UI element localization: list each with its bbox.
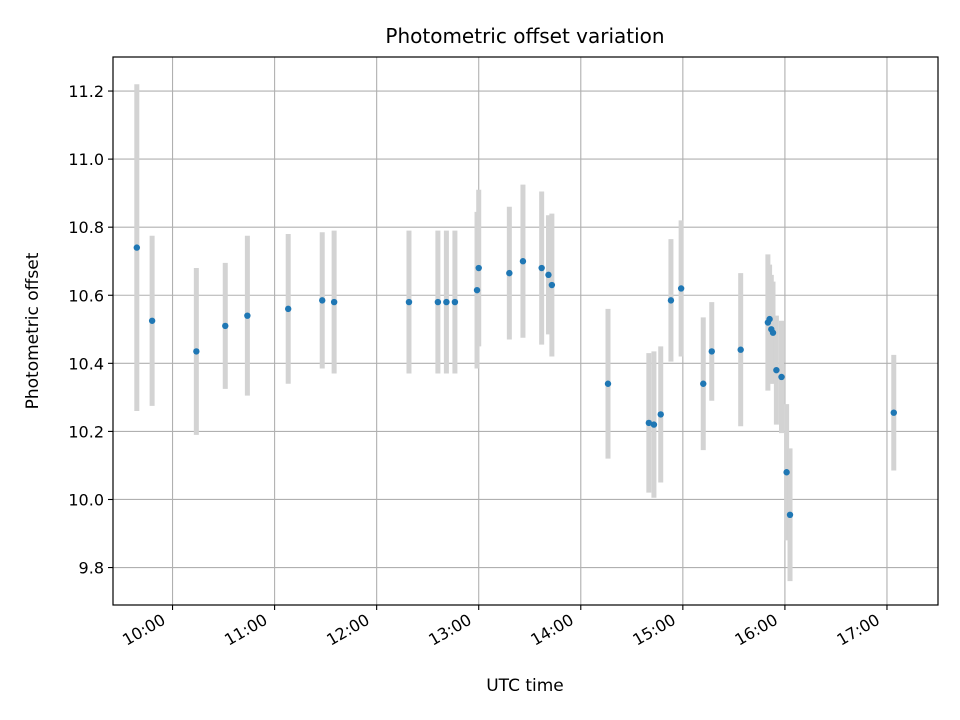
data-point (677, 285, 685, 292)
data-point (783, 469, 790, 476)
y-tick-label: 10.0 (68, 490, 104, 509)
data-point (645, 419, 653, 427)
data-point (285, 305, 292, 313)
data-point (222, 322, 229, 330)
data-point (319, 297, 326, 304)
grid (113, 57, 938, 605)
data-point (519, 258, 527, 265)
data-point (473, 286, 481, 294)
data-point (604, 380, 612, 387)
data-point (538, 264, 545, 272)
data-point (148, 317, 156, 324)
y-axis-label: Photometric offset (23, 252, 43, 409)
y-tick-label: 11.2 (68, 82, 104, 101)
y-tick-label: 10.4 (68, 354, 104, 373)
y-tick-label: 10.6 (68, 286, 104, 305)
data-point (766, 315, 773, 323)
data-point (769, 329, 777, 336)
data-point (700, 380, 707, 387)
data-point (133, 244, 141, 251)
chart-title: Photometric offset variation (385, 24, 664, 48)
data-point (506, 269, 513, 277)
data-point (330, 298, 338, 306)
data-point (443, 298, 450, 306)
data-point (475, 264, 482, 272)
data-point (405, 298, 413, 306)
data-point (773, 366, 780, 374)
data-point (667, 297, 675, 304)
data-point (545, 271, 552, 279)
y-tick-label: 10.8 (68, 218, 104, 237)
data-point (778, 373, 785, 381)
data-point (708, 348, 715, 355)
plot-area (113, 57, 938, 605)
plot-frame (112, 56, 939, 606)
data-point (434, 298, 442, 306)
y-tick-label: 10.2 (68, 422, 104, 441)
data-point (890, 409, 897, 416)
y-axis-ticks: 9.8 10.0 10.2 10.4 10.6 10.8 11.0 11.2 (68, 82, 113, 578)
data-point (657, 411, 664, 418)
x-axis-label: UTC time (486, 676, 564, 696)
data-point (650, 421, 658, 428)
data-point (244, 312, 251, 319)
y-tick-label: 9.8 (79, 559, 104, 578)
data-point (737, 346, 744, 353)
data-point (786, 511, 794, 519)
y-tick-label: 11.0 (68, 150, 104, 169)
data-points (133, 244, 897, 519)
data-point (193, 348, 200, 355)
data-point (451, 298, 459, 306)
data-point (548, 281, 556, 289)
